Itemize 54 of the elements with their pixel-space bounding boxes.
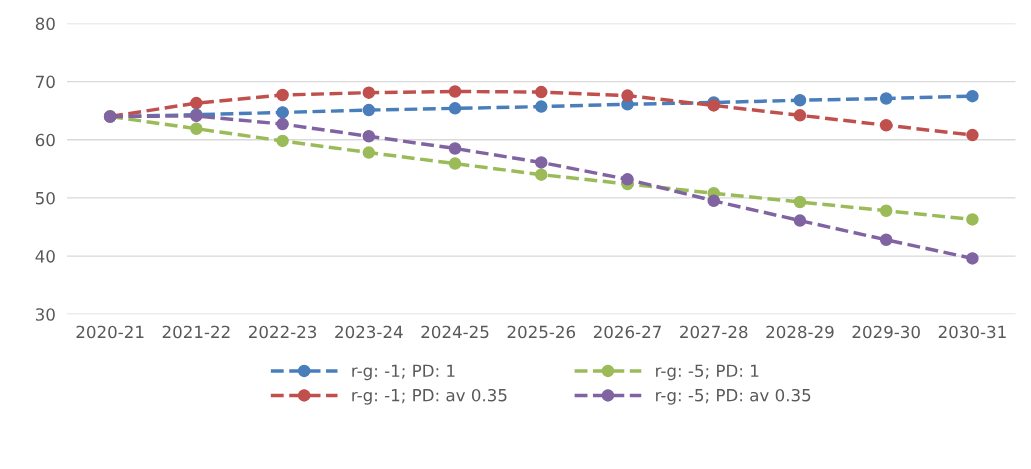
point (362, 130, 376, 143)
point (879, 92, 893, 105)
point (362, 86, 376, 99)
point (966, 252, 979, 265)
point (621, 173, 634, 186)
y-tick-label: 80 (35, 17, 55, 31)
point (879, 118, 893, 132)
x-tick-label: 2030-31 (938, 325, 1006, 339)
point (966, 89, 979, 103)
point (793, 195, 807, 209)
point (535, 156, 548, 169)
legend-label: r-g: -1; PD: av 0.35 (352, 388, 507, 405)
y-tick-label: 50 (35, 191, 55, 205)
point (448, 102, 462, 115)
x-tick-label: 2021-22 (162, 325, 230, 339)
x-tick-label: 2028-29 (766, 325, 834, 339)
point (448, 85, 462, 98)
y-tick-label: 40 (35, 250, 55, 263)
point (535, 168, 548, 181)
point (966, 128, 979, 142)
point (793, 214, 807, 227)
point (362, 146, 376, 159)
point (793, 93, 807, 107)
y-tick-label: 70 (36, 75, 55, 89)
x-tick-label: 2025-26 (507, 325, 576, 339)
point (276, 117, 289, 131)
x-tick-label: 2023-24 (335, 325, 403, 339)
point (707, 194, 720, 208)
point (362, 103, 376, 117)
x-tick-label: 2026-27 (593, 325, 661, 339)
point (621, 89, 634, 102)
point (190, 122, 203, 135)
x-tick-label: 2029-30 (852, 325, 920, 339)
legend-label: r-g: -5; PD: 1 (656, 364, 759, 381)
x-tick-label: 2024-25 (421, 325, 489, 339)
point (966, 213, 979, 226)
point (448, 142, 462, 155)
legend-label: r-g: -1; PD: 1 (352, 364, 455, 381)
point (276, 88, 289, 102)
point (879, 233, 893, 247)
x-tick-label: 2027-28 (680, 325, 748, 339)
point (276, 106, 289, 119)
y-tick-label: 30 (35, 308, 55, 321)
point (535, 100, 548, 113)
point (879, 204, 893, 217)
x-tick-label: 2020-21 (76, 325, 144, 339)
legend-label: r-g: -5; PD: av 0.35 (656, 388, 811, 405)
point (190, 96, 203, 110)
point (276, 134, 289, 148)
point (535, 85, 548, 99)
point (448, 157, 462, 170)
y-tick-label: 60 (35, 133, 55, 147)
x-tick-label: 2022-23 (248, 325, 317, 339)
point (793, 109, 807, 122)
